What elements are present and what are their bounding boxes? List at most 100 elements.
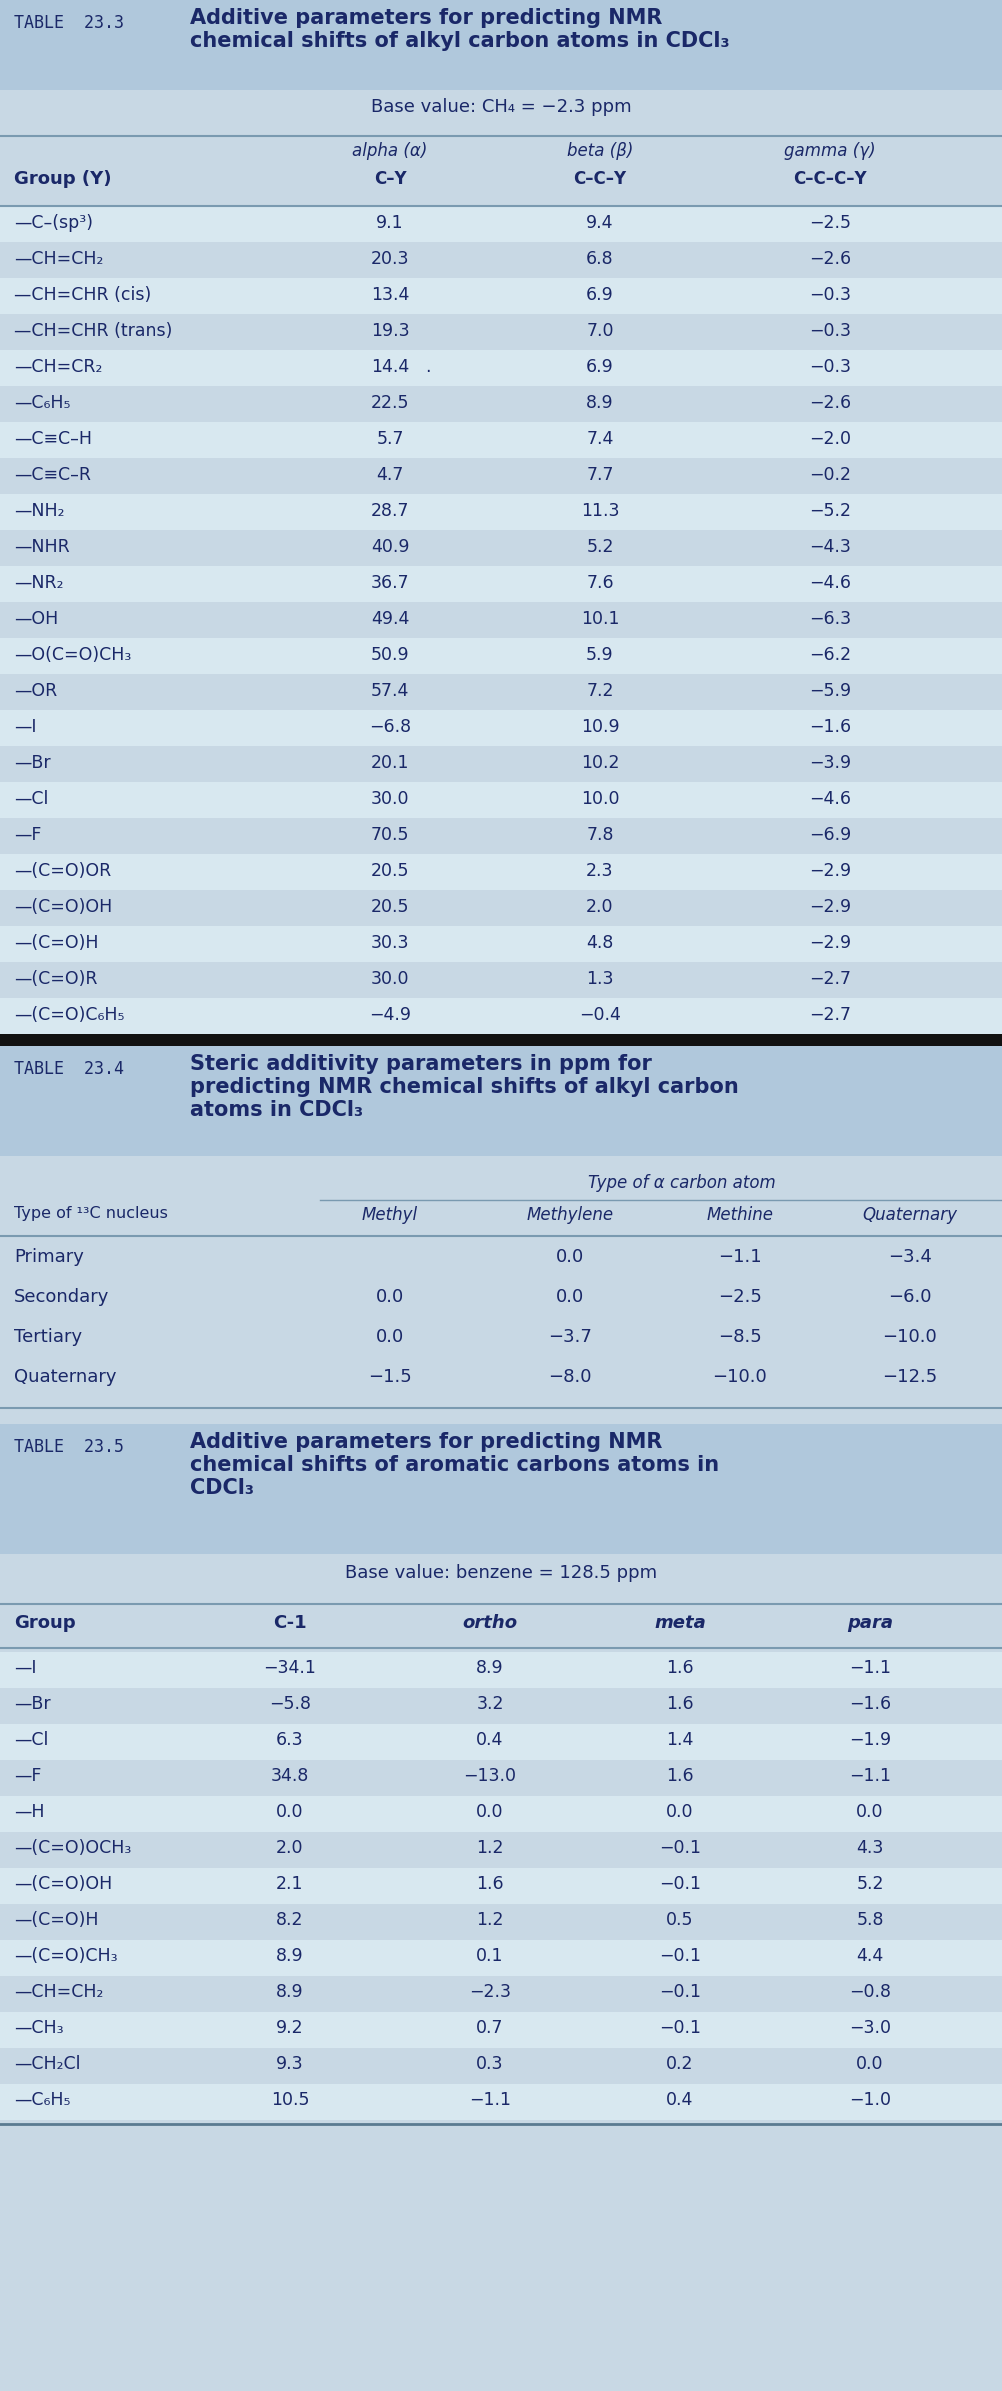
Text: —Cl: —Cl xyxy=(14,789,48,808)
Text: —C≡C–H: —C≡C–H xyxy=(14,430,92,447)
Text: 6.9: 6.9 xyxy=(585,287,613,304)
Text: −6.9: −6.9 xyxy=(808,825,851,844)
Text: 0.0: 0.0 xyxy=(665,1803,693,1822)
Bar xyxy=(0,1796,1002,1832)
Text: —(C=O)C₆H₅: —(C=O)C₆H₅ xyxy=(14,1007,124,1023)
Text: —CH=CHR (cis): —CH=CHR (cis) xyxy=(14,287,151,304)
Text: Secondary: Secondary xyxy=(14,1289,109,1305)
Text: 1.6: 1.6 xyxy=(665,1695,693,1712)
Text: 4.3: 4.3 xyxy=(856,1839,883,1858)
Bar xyxy=(0,1652,1002,1688)
Text: 5.2: 5.2 xyxy=(856,1875,883,1894)
Text: −5.8: −5.8 xyxy=(269,1695,311,1712)
Bar xyxy=(0,1832,1002,1867)
Text: Quaternary: Quaternary xyxy=(862,1205,957,1224)
Bar xyxy=(0,1033,1002,1045)
Text: −2.6: −2.6 xyxy=(809,251,851,268)
Text: 0.0: 0.0 xyxy=(555,1289,583,1305)
Text: −0.1: −0.1 xyxy=(658,1982,700,2001)
Text: 0.2: 0.2 xyxy=(665,2054,693,2073)
Text: 10.9: 10.9 xyxy=(580,717,618,736)
Text: 11.3: 11.3 xyxy=(580,502,618,519)
Text: −5.2: −5.2 xyxy=(809,502,850,519)
Text: 6.3: 6.3 xyxy=(276,1731,304,1748)
Text: 0.0: 0.0 xyxy=(476,1803,503,1822)
Text: TABLE  23.4: TABLE 23.4 xyxy=(14,1059,124,1078)
Text: −34.1: −34.1 xyxy=(264,1659,316,1676)
Text: 6.9: 6.9 xyxy=(585,359,613,375)
Text: 9.2: 9.2 xyxy=(276,2018,304,2037)
Text: 1.6: 1.6 xyxy=(665,1767,693,1786)
Text: para: para xyxy=(846,1614,892,1633)
Text: −3.9: −3.9 xyxy=(809,753,851,772)
Text: −3.7: −3.7 xyxy=(547,1327,591,1346)
Text: Base value: benzene = 128.5 ppm: Base value: benzene = 128.5 ppm xyxy=(345,1564,656,1583)
Text: —OH: —OH xyxy=(14,610,58,629)
Text: −0.8: −0.8 xyxy=(848,1982,890,2001)
Text: −1.1: −1.1 xyxy=(848,1767,890,1786)
Text: Quaternary: Quaternary xyxy=(14,1368,116,1387)
Text: 30.3: 30.3 xyxy=(371,935,409,952)
Bar xyxy=(0,925,1002,961)
Text: 0.1: 0.1 xyxy=(476,1946,503,1965)
Text: 14.4: 14.4 xyxy=(371,359,409,375)
Text: 20.1: 20.1 xyxy=(371,753,409,772)
Text: —Br: —Br xyxy=(14,1695,50,1712)
Text: —CH=CHR (trans): —CH=CHR (trans) xyxy=(14,323,172,340)
Text: 3.2: 3.2 xyxy=(476,1695,503,1712)
Text: −0.1: −0.1 xyxy=(658,2018,700,2037)
Text: —H: —H xyxy=(14,1803,44,1822)
Text: —CH=CH₂: —CH=CH₂ xyxy=(14,251,103,268)
Text: −3.0: −3.0 xyxy=(848,2018,890,2037)
Text: —(C=O)R: —(C=O)R xyxy=(14,971,97,987)
Bar xyxy=(0,349,1002,385)
Text: −6.3: −6.3 xyxy=(809,610,851,629)
Bar xyxy=(0,1155,1002,1415)
Text: 2.0: 2.0 xyxy=(585,899,613,916)
Bar xyxy=(0,2049,1002,2085)
Text: —Br: —Br xyxy=(14,753,50,772)
Text: 9.4: 9.4 xyxy=(585,215,613,232)
Text: Tertiary: Tertiary xyxy=(14,1327,82,1346)
Text: 34.8: 34.8 xyxy=(271,1767,309,1786)
Text: meta: meta xyxy=(653,1614,705,1633)
Bar xyxy=(0,241,1002,277)
Text: —C≡C–R: —C≡C–R xyxy=(14,466,91,483)
Text: −1.5: −1.5 xyxy=(368,1368,412,1387)
Text: ortho: ortho xyxy=(462,1614,517,1633)
Text: 1.2: 1.2 xyxy=(476,1839,503,1858)
Text: −4.9: −4.9 xyxy=(369,1007,411,1023)
Text: 8.9: 8.9 xyxy=(276,1946,304,1965)
Text: 0.4: 0.4 xyxy=(665,2092,693,2109)
Text: 6.8: 6.8 xyxy=(585,251,613,268)
Text: TABLE  23.5: TABLE 23.5 xyxy=(14,1437,124,1456)
Text: .: . xyxy=(425,359,430,375)
Text: 0.0: 0.0 xyxy=(376,1327,404,1346)
Text: −2.5: −2.5 xyxy=(717,1289,762,1305)
Text: —NR₂: —NR₂ xyxy=(14,574,63,593)
Text: Additive parameters for predicting NMR
chemical shifts of alkyl carbon atoms in : Additive parameters for predicting NMR c… xyxy=(189,7,728,50)
Bar xyxy=(0,1408,1002,1425)
Text: C–C–Y: C–C–Y xyxy=(573,170,626,189)
Text: Methine: Methine xyxy=(705,1205,773,1224)
Text: 4.4: 4.4 xyxy=(856,1946,883,1965)
Bar xyxy=(0,1724,1002,1760)
Text: 57.4: 57.4 xyxy=(371,681,409,701)
Text: 0.0: 0.0 xyxy=(856,2054,883,2073)
Text: 0.0: 0.0 xyxy=(856,1803,883,1822)
Text: —C₆H₅: —C₆H₅ xyxy=(14,395,70,411)
Bar xyxy=(0,1939,1002,1975)
Text: —NHR: —NHR xyxy=(14,538,70,557)
Text: —C–(sp³): —C–(sp³) xyxy=(14,215,93,232)
Text: −2.7: −2.7 xyxy=(809,1007,850,1023)
Bar xyxy=(0,385,1002,421)
Text: −6.0: −6.0 xyxy=(888,1289,931,1305)
Text: Type of ¹³C nucleus: Type of ¹³C nucleus xyxy=(14,1205,167,1222)
Text: alpha (α): alpha (α) xyxy=(352,141,427,160)
Bar xyxy=(0,277,1002,313)
Text: −0.2: −0.2 xyxy=(809,466,850,483)
Text: −1.1: −1.1 xyxy=(848,1659,890,1676)
Text: 50.9: 50.9 xyxy=(371,646,409,665)
Bar xyxy=(0,1867,1002,1903)
Text: 8.9: 8.9 xyxy=(276,1982,304,2001)
